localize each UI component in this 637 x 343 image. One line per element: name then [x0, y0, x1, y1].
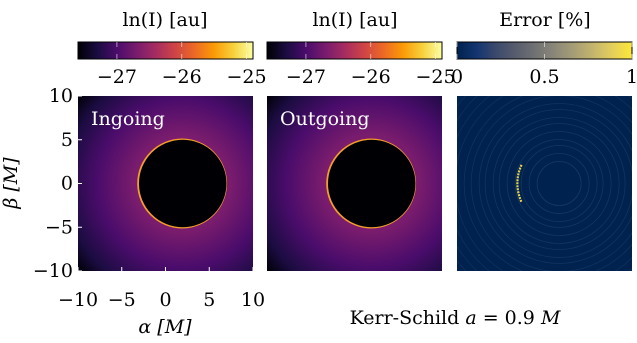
x-axis-label: α [M]: [138, 316, 192, 338]
panel-ingoing-label: Ingoing: [91, 108, 165, 130]
error-ring: [536, 161, 582, 206]
error-ring: [492, 117, 626, 250]
colorbar-outgoing: −27 −26 −25: [266, 41, 456, 88]
error-ring: [520, 145, 598, 222]
colorbar-ingoing-bar: [77, 41, 254, 60]
x-axis: −10 −5 0 5 10: [58, 267, 265, 311]
x-tick-label: −5: [108, 289, 136, 311]
colorbar-ingoing: −27 −26 −25: [77, 41, 267, 88]
error-ring: [484, 109, 632, 258]
y-axis-label: β [M]: [0, 157, 22, 210]
error-ring: [470, 96, 632, 271]
error-ring: [506, 131, 612, 236]
panel-outgoing-label: Outgoing: [280, 108, 370, 130]
x-tick-label: 5: [203, 289, 215, 311]
colorbar-error: 0 0.5 1: [451, 41, 637, 88]
colorbar-tick-label: −25: [226, 66, 266, 88]
y-tick-label: 5: [61, 129, 73, 151]
caption-unit: M: [540, 307, 561, 329]
panel-error-max-streak: [516, 164, 523, 203]
colorbar-tick-label: −27: [286, 66, 326, 88]
y-tick-label: 10: [49, 85, 73, 107]
panel-outgoing: [267, 96, 442, 271]
colorbar-tick-label: 0.5: [529, 66, 559, 88]
colorbar-error-ticks: 0 0.5 1: [451, 42, 637, 88]
panel-error-background: [457, 96, 632, 271]
x-tick-label: −10: [58, 289, 98, 311]
colorbar-tick-label: −26: [162, 66, 202, 88]
panel-ingoing: [78, 96, 253, 271]
colorbar-tick-label: −26: [351, 66, 391, 88]
colorbar-outgoing-ticks: −27 −26 −25: [286, 42, 456, 88]
colorbar-title-ingoing: ln(I) [au]: [122, 9, 207, 31]
x-tick-label: 0: [159, 289, 171, 311]
panel-ingoing-shadow: [138, 139, 227, 228]
error-ring: [498, 123, 620, 244]
error-ring: [528, 153, 590, 214]
panel-outgoing-shadow: [327, 139, 416, 228]
error-ring: [463, 96, 632, 271]
colorbar-title-outgoing: ln(I) [au]: [312, 9, 397, 31]
colorbar-ingoing-ticks: −27 −26 −25: [97, 42, 267, 88]
panel-error-rings: [457, 96, 632, 271]
colorbar-tick-label: 1: [626, 66, 637, 88]
caption-mid: = 0.9: [477, 307, 541, 329]
x-tick-label: 10: [241, 289, 265, 311]
colorbar-tick-label: 0: [451, 66, 463, 88]
colorbar-tick-label: −27: [97, 66, 137, 88]
y-tick-label: 0: [61, 173, 73, 195]
error-ring: [514, 139, 604, 228]
panel-error: [457, 96, 632, 271]
y-tick-label: −5: [45, 216, 73, 238]
error-ring: [478, 103, 632, 264]
caption-var: a: [465, 307, 476, 329]
caption: Kerr-Schild a = 0.9 M: [350, 307, 561, 329]
colorbar-title-error: Error [%]: [499, 9, 590, 31]
colorbar-outgoing-bar: [266, 41, 443, 60]
colorbar-tick-label: −25: [415, 66, 455, 88]
caption-prefix: Kerr-Schild: [350, 307, 466, 329]
y-tick-label: −10: [33, 260, 73, 282]
y-axis: 10 5 0 −5 −10: [33, 85, 82, 282]
